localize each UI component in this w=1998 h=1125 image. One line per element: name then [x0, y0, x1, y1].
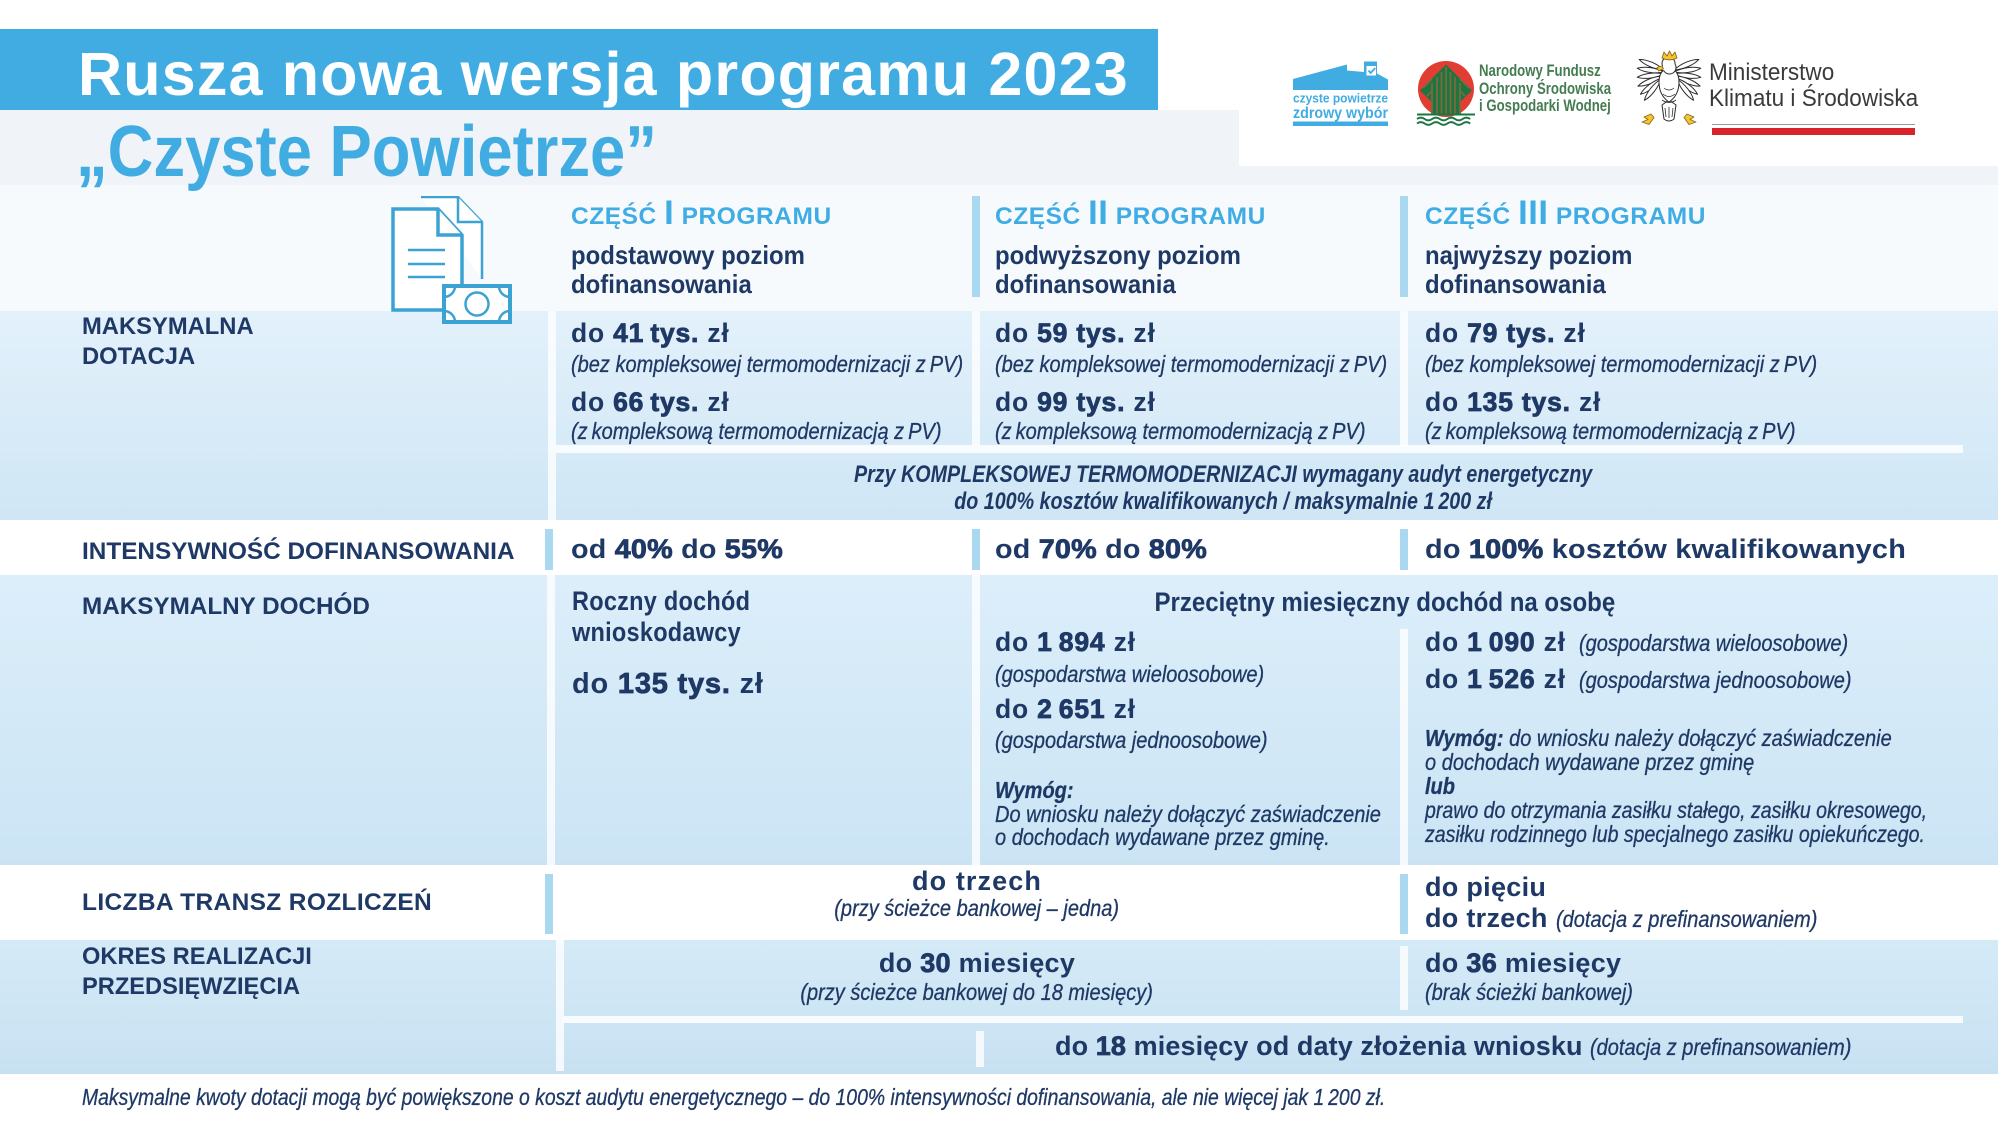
svg-text:czyste powietrze: czyste powietrze	[1293, 91, 1388, 106]
svg-text:zdrowy wybór: zdrowy wybór	[1293, 105, 1388, 122]
